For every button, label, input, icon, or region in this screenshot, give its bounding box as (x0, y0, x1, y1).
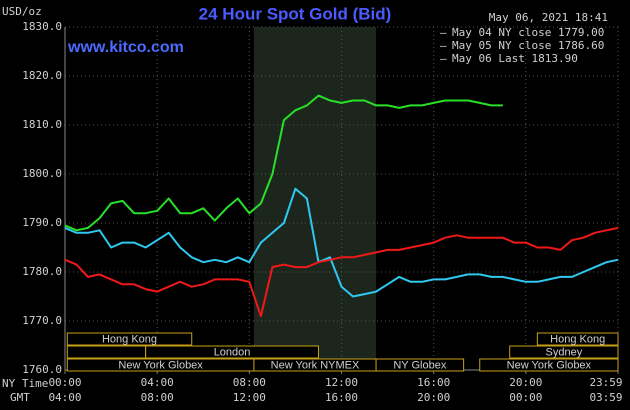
x-axis-label: NY Time (2, 377, 48, 390)
y-axis-label: USD/oz (2, 5, 42, 18)
x-tick-label: 08:00 (233, 376, 266, 389)
x-tick-label: 23:59 (589, 376, 622, 389)
session-bar (479, 358, 619, 372)
session-label: Hong Kong (102, 333, 157, 345)
x2-tick-label: 08:00 (141, 391, 174, 404)
source-label: www.kitco.com (67, 39, 184, 56)
y-tick-label: 1810.0 (22, 118, 62, 131)
legend-dash: — (440, 39, 447, 52)
session-label: Sydney (546, 346, 583, 358)
x-tick-label: 04:00 (141, 376, 174, 389)
x2-tick-label: 12:00 (233, 391, 266, 404)
session-shade (253, 27, 377, 370)
session-bar (66, 345, 147, 359)
x2-axis-label: GMT (10, 391, 30, 404)
x-tick-label: 12:00 (325, 376, 358, 389)
chart-title: 24 Hour Spot Gold (Bid) (199, 4, 392, 23)
legend-label: May 06 Last 1813.90 (452, 52, 578, 65)
timestamp: May 06, 2021 18:41 (489, 11, 608, 24)
legend-label: May 05 NY close 1786.60 (452, 39, 604, 52)
x2-tick-label: 16:00 (325, 391, 358, 404)
x2-tick-label: 04:00 (48, 391, 81, 404)
price-line (64, 226, 619, 318)
session-bar (509, 345, 619, 359)
x-tick-label: 20:00 (509, 376, 542, 389)
y-tick-label: 1830.0 (22, 20, 62, 33)
y-tick-label: 1780.0 (22, 265, 62, 278)
legend-dash: — (440, 26, 447, 39)
legend-dash: — (440, 52, 447, 65)
session-label: Hong Kong (550, 333, 605, 345)
session-label: London (214, 346, 251, 358)
y-tick-label: 1770.0 (22, 314, 62, 327)
session-bar (375, 358, 465, 372)
y-tick-label: 1790.0 (22, 216, 62, 229)
x2-tick-label: 20:00 (417, 391, 450, 404)
price-line (64, 187, 619, 298)
legend-label: May 04 NY close 1779.00 (452, 26, 604, 39)
session-label: New York Globex (507, 359, 592, 371)
price-line (64, 94, 503, 232)
x2-tick-label: 03:59 (589, 391, 622, 404)
session-bar (145, 345, 319, 359)
y-tick-label: 1800.0 (22, 167, 62, 180)
x2-tick-label: 00:00 (509, 391, 542, 404)
session-label: New York Globex (118, 359, 203, 371)
x-tick-label: 00:00 (48, 376, 81, 389)
y-tick-label: 1760.0 (22, 363, 62, 376)
session-bar (66, 332, 193, 346)
x-tick-label: 16:00 (417, 376, 450, 389)
session-label: New York NYMEX (271, 359, 360, 371)
session-bar (536, 332, 619, 346)
session-label: NY Globex (393, 359, 446, 371)
y-tick-label: 1820.0 (22, 69, 62, 82)
